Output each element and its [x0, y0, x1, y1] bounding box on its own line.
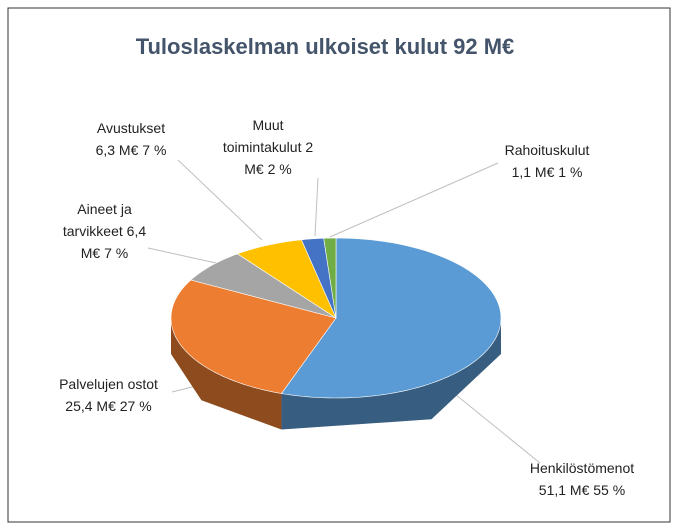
slice: [190, 253, 337, 319]
data-label: Muut toimintakulut 2 M€ 2 %: [213, 114, 323, 180]
data-label: Aineet ja tarvikkeet 6,4 M€ 7 %: [52, 198, 157, 264]
slice-side: [171, 318, 282, 430]
data-label: Avustukset 6,3 M€ 7 %: [86, 117, 176, 161]
category-label: Muut toimintakulut: [222, 117, 302, 155]
value-label: 6,3 M€ 7 %: [95, 142, 167, 158]
category-label: Aineet ja tarvikkeet: [62, 201, 132, 239]
value-label: 1,1 M€ 1 %: [511, 164, 583, 180]
value-label: 6,4 M€ 7 %: [80, 223, 147, 261]
slice: [236, 239, 337, 319]
category-label: Rahoituskulut: [504, 142, 590, 158]
leader-lines: [147, 159, 541, 464]
slice: [300, 237, 337, 319]
value-label: 25,4 M€ 27 %: [65, 398, 152, 414]
leader-line: [329, 162, 499, 238]
chart-title: Tuloslaskelman ulkoiset kulut 92 M€: [136, 34, 515, 59]
value-label: 2 M€ 2 %: [244, 139, 314, 177]
category-label: Palvelujen ostot: [59, 376, 158, 392]
leader-line: [177, 159, 263, 241]
slice: [170, 279, 337, 394]
leader-line: [147, 247, 226, 266]
slice: [323, 237, 337, 319]
pie: [170, 237, 502, 430]
category-label: Henkilöstömenot: [529, 460, 635, 476]
value-label: 51,1 M€ 55 %: [538, 482, 626, 498]
category-label: Avustukset: [96, 120, 166, 136]
slice: [280, 237, 502, 399]
slice-side: [281, 318, 501, 430]
leader-line: [314, 177, 319, 237]
leader-line: [449, 389, 541, 464]
data-label: Palvelujen ostot 25,4 M€ 27 %: [46, 373, 171, 417]
data-label: Henkilöstömenot 51,1 M€ 55 %: [522, 457, 642, 501]
data-label: Rahoituskulut 1,1 M€ 1 %: [497, 139, 597, 183]
